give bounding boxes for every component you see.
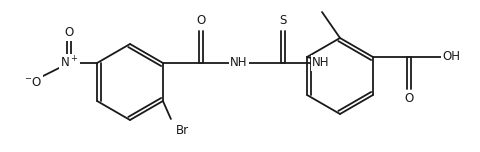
Text: NH: NH	[312, 57, 330, 69]
Text: N$^+$: N$^+$	[60, 55, 78, 71]
Text: O: O	[64, 26, 74, 40]
Text: OH: OH	[442, 50, 460, 64]
Text: Br: Br	[176, 124, 190, 138]
Text: $^{-}$O: $^{-}$O	[24, 76, 42, 90]
Text: S: S	[279, 14, 287, 28]
Text: O: O	[404, 93, 414, 105]
Text: O: O	[196, 14, 205, 28]
Text: NH: NH	[230, 57, 248, 69]
